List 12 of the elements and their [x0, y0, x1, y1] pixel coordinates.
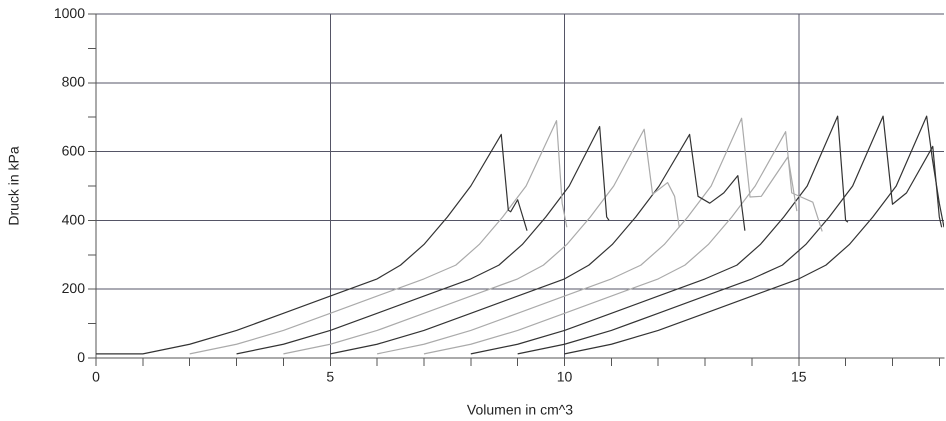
- y-tick-label: 800: [62, 74, 86, 90]
- y-tick-label: 400: [62, 211, 86, 228]
- x-axis-title: Volumen in cm^3: [466, 401, 574, 418]
- x-tick-label: 0: [92, 368, 100, 384]
- y-tick-label: 0: [77, 348, 86, 365]
- y-tick-label: 1000: [54, 4, 86, 21]
- y-tick-label: 200: [62, 280, 86, 296]
- y-axis-title: Druck in kPa: [5, 146, 22, 226]
- x-tick-label: 15: [790, 368, 807, 384]
- x-tick-label: 10: [556, 368, 573, 384]
- y-tick-label: 600: [62, 142, 86, 158]
- x-tick-label: 5: [326, 368, 334, 384]
